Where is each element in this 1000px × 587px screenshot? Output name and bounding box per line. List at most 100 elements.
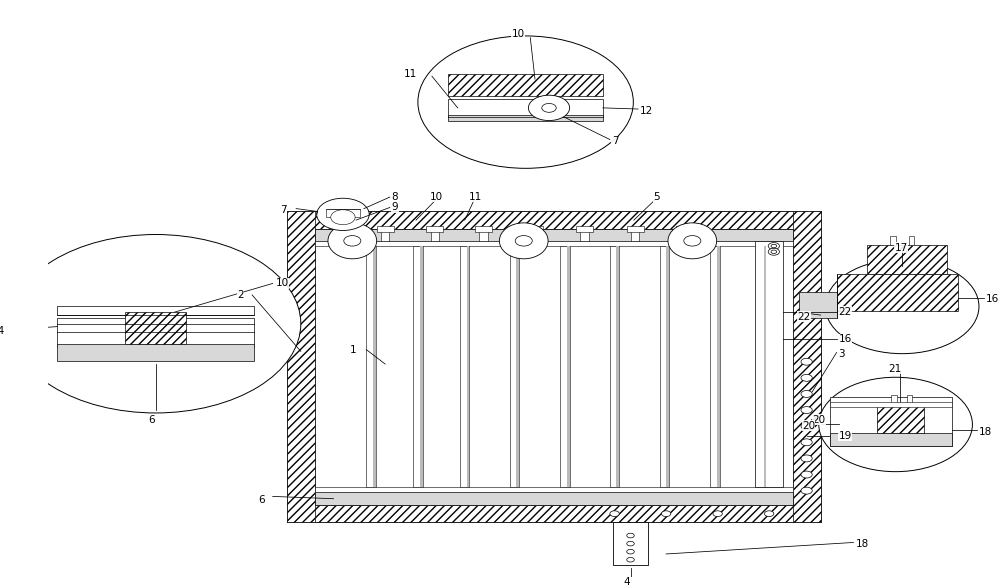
Text: 6: 6: [148, 416, 155, 426]
Text: 2: 2: [237, 290, 244, 300]
Bar: [373, 246, 376, 487]
Text: 4: 4: [623, 576, 630, 586]
Bar: [431, 229, 439, 241]
Text: 16: 16: [838, 334, 852, 344]
Bar: [315, 492, 793, 505]
Bar: [580, 229, 589, 241]
Bar: [666, 246, 669, 487]
Circle shape: [627, 533, 634, 538]
Bar: [890, 236, 896, 245]
Bar: [377, 226, 394, 232]
Bar: [315, 241, 793, 246]
Bar: [57, 306, 254, 315]
Bar: [125, 312, 186, 344]
Bar: [448, 116, 603, 121]
Circle shape: [801, 439, 812, 446]
Bar: [57, 318, 254, 347]
Text: 12: 12: [640, 106, 653, 116]
Circle shape: [768, 248, 779, 255]
Ellipse shape: [668, 223, 717, 259]
Text: 22: 22: [838, 306, 852, 316]
Bar: [631, 229, 639, 241]
Bar: [57, 344, 254, 361]
Bar: [315, 229, 793, 505]
Circle shape: [819, 377, 972, 472]
Text: 3: 3: [838, 349, 845, 359]
Text: 7: 7: [612, 136, 618, 146]
Bar: [837, 274, 958, 311]
Bar: [366, 246, 376, 487]
Bar: [909, 236, 914, 245]
Circle shape: [10, 235, 301, 413]
Bar: [287, 211, 821, 229]
Circle shape: [801, 390, 812, 397]
Circle shape: [542, 103, 556, 112]
Bar: [510, 246, 519, 487]
Circle shape: [768, 242, 779, 249]
Circle shape: [331, 210, 355, 225]
Circle shape: [801, 455, 812, 462]
Circle shape: [771, 250, 777, 254]
Bar: [460, 246, 469, 487]
Text: 18: 18: [979, 427, 992, 437]
Text: 21: 21: [888, 363, 901, 374]
Bar: [413, 246, 423, 487]
Bar: [793, 211, 821, 522]
Text: 14: 14: [0, 326, 5, 336]
Bar: [627, 226, 644, 232]
Bar: [877, 406, 924, 433]
Circle shape: [713, 511, 722, 517]
Bar: [891, 396, 897, 406]
Circle shape: [801, 471, 812, 478]
Bar: [613, 522, 648, 565]
Bar: [610, 246, 619, 487]
Circle shape: [771, 244, 777, 248]
Bar: [867, 245, 947, 274]
Circle shape: [801, 375, 812, 382]
Circle shape: [528, 95, 570, 120]
Text: 8: 8: [392, 192, 398, 202]
Text: 17: 17: [895, 243, 908, 253]
Ellipse shape: [344, 235, 361, 246]
Ellipse shape: [684, 235, 701, 246]
Bar: [287, 505, 821, 522]
Text: 10: 10: [430, 191, 443, 201]
Circle shape: [661, 511, 671, 517]
Bar: [315, 487, 793, 492]
Bar: [467, 246, 469, 487]
Circle shape: [610, 511, 619, 517]
Bar: [907, 396, 912, 406]
Bar: [830, 397, 952, 446]
Circle shape: [801, 407, 812, 413]
Bar: [576, 226, 593, 232]
Text: 19: 19: [838, 431, 852, 441]
Bar: [676, 226, 693, 232]
Circle shape: [627, 558, 634, 562]
Bar: [660, 246, 669, 487]
Text: 22: 22: [797, 312, 810, 322]
Circle shape: [627, 549, 634, 554]
Bar: [381, 229, 389, 241]
Bar: [479, 229, 488, 241]
Bar: [681, 229, 689, 241]
Bar: [287, 211, 821, 522]
Bar: [531, 229, 539, 241]
Bar: [567, 246, 570, 487]
Text: 20: 20: [802, 421, 815, 431]
Text: 5: 5: [653, 191, 660, 201]
Bar: [830, 433, 952, 446]
Bar: [287, 211, 315, 522]
Bar: [448, 99, 603, 116]
Bar: [426, 226, 443, 232]
Bar: [710, 246, 720, 487]
Bar: [799, 292, 837, 318]
Ellipse shape: [499, 223, 548, 259]
Ellipse shape: [515, 235, 532, 246]
Circle shape: [825, 259, 979, 353]
Text: 10: 10: [512, 29, 525, 39]
Bar: [326, 209, 360, 217]
Text: 16: 16: [986, 294, 999, 304]
Bar: [830, 402, 952, 407]
Ellipse shape: [328, 223, 377, 259]
Circle shape: [317, 198, 369, 231]
